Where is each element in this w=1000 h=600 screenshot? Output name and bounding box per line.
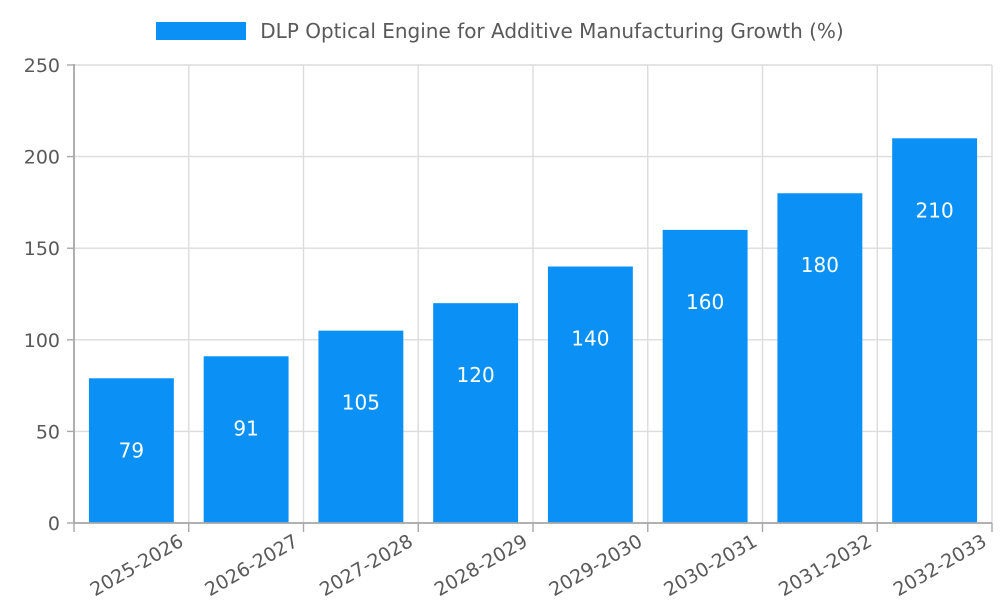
bar[interactable] bbox=[892, 138, 978, 523]
bar-value-labels: 79 91 105 120 140 160 180 210 bbox=[119, 198, 954, 462]
bar-value-label: 140 bbox=[571, 327, 609, 351]
y-tick-label: 100 bbox=[24, 330, 60, 352]
bar-value-label: 105 bbox=[342, 391, 380, 415]
legend-color-swatch bbox=[156, 22, 247, 40]
y-tick-label: 250 bbox=[24, 55, 60, 77]
bar-value-label: 180 bbox=[801, 253, 839, 277]
y-tick-label: 150 bbox=[24, 238, 60, 260]
bar[interactable] bbox=[777, 193, 863, 524]
x-axis-ticks: 2025-2026 2026-2027 2027-2028 2028-2029 2029… bbox=[73, 523, 993, 600]
bar[interactable] bbox=[88, 378, 174, 523]
x-tick-label: 2029-2030 bbox=[546, 530, 647, 600]
x-tick-label: 2032-2033 bbox=[890, 530, 991, 600]
bar[interactable] bbox=[662, 229, 748, 523]
bar[interactable] bbox=[547, 266, 633, 523]
bars-group bbox=[88, 138, 978, 524]
x-tick-label: 2026-2027 bbox=[201, 530, 302, 600]
bar[interactable] bbox=[433, 303, 519, 523]
y-axis-ticks: 0 50 100 150 200 250 bbox=[24, 55, 74, 535]
y-tick-label: 200 bbox=[24, 147, 60, 169]
bar-value-label: 120 bbox=[457, 363, 495, 387]
bar-value-label: 91 bbox=[233, 416, 258, 440]
y-tick-label: 50 bbox=[36, 421, 60, 443]
legend-series-label: DLP Optical Engine for Additive Manufact… bbox=[260, 19, 844, 43]
x-tick-label: 2030-2031 bbox=[660, 530, 761, 600]
x-tick-label: 2031-2032 bbox=[775, 530, 876, 600]
bar[interactable] bbox=[203, 356, 289, 523]
bar-value-label: 210 bbox=[916, 198, 954, 222]
y-tick-label: 0 bbox=[48, 513, 60, 535]
bar-value-label: 160 bbox=[686, 290, 724, 314]
x-tick-label: 2028-2029 bbox=[431, 530, 532, 600]
x-tick-label: 2027-2028 bbox=[316, 530, 417, 600]
x-tick-label: 2025-2026 bbox=[87, 530, 188, 600]
bar-value-label: 79 bbox=[119, 438, 144, 462]
bar[interactable] bbox=[318, 330, 404, 523]
chart-legend: DLP Optical Engine for Additive Manufact… bbox=[0, 18, 1000, 44]
